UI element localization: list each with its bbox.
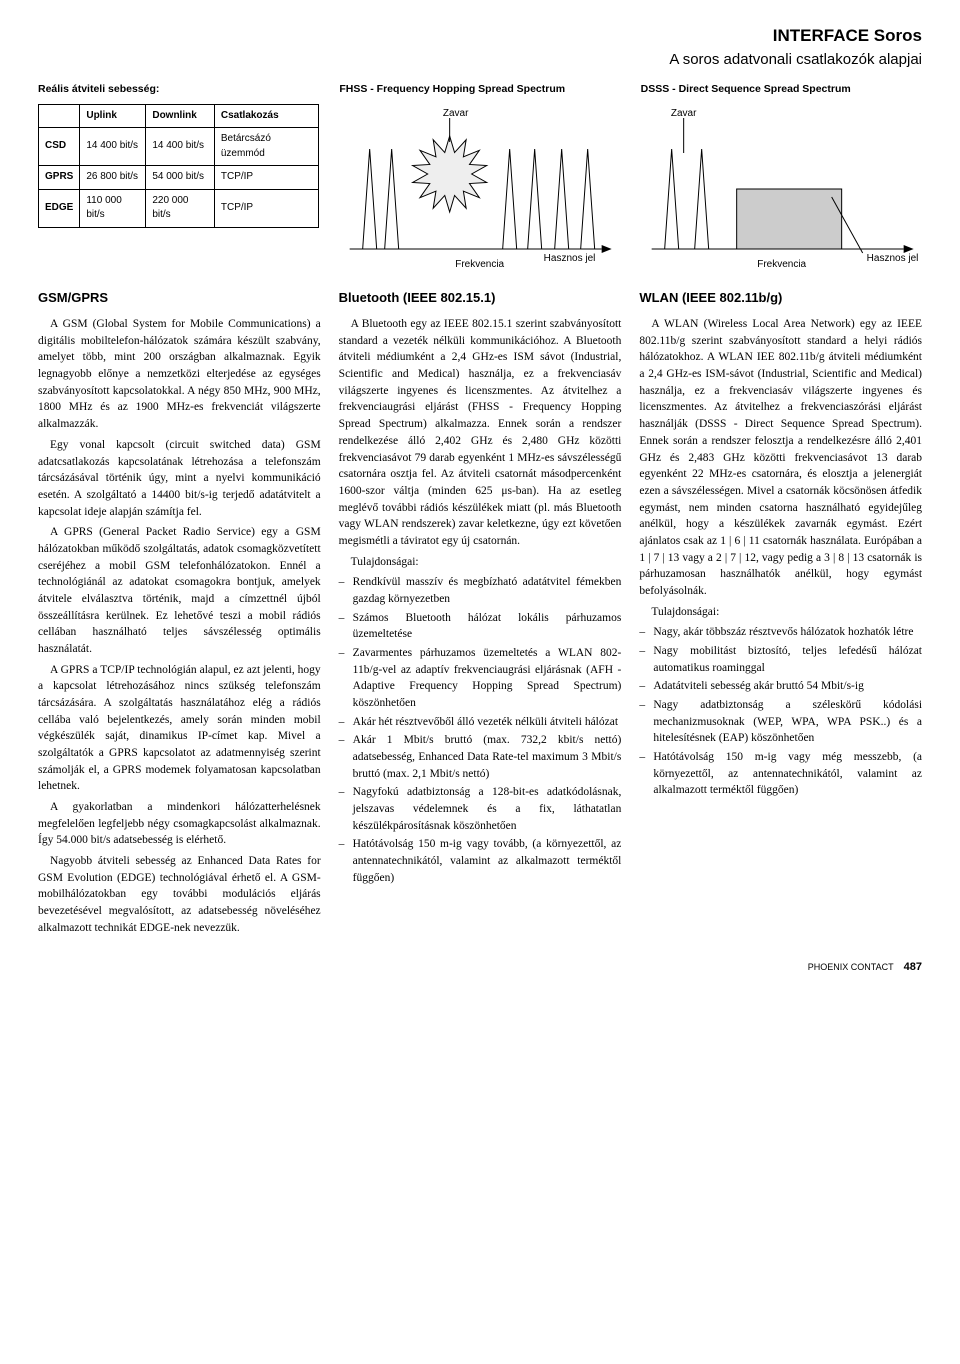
table-row: CSD14 400 bit/s14 400 bit/sBetárcsázó üz… [39, 128, 319, 166]
svg-text:Frekvencia: Frekvencia [456, 259, 505, 270]
table-cell: 14 400 bit/s [146, 128, 215, 166]
col-wlan: WLAN (IEEE 802.11b/g) A WLAN (Wireless L… [639, 289, 922, 940]
col3-title: WLAN (IEEE 802.11b/g) [639, 289, 922, 308]
right-caption: DSSS - Direct Sequence Spread Spectrum [641, 82, 922, 97]
col1-title: GSM/GPRS [38, 289, 321, 308]
table-cell: 220 000 bit/s [146, 189, 215, 227]
footer-page: 487 [904, 960, 922, 976]
svg-text:Hasznos jel: Hasznos jel [544, 253, 596, 264]
body-columns: GSM/GPRS A GSM (Global System for Mobile… [38, 289, 922, 940]
svg-text:Frekvencia: Frekvencia [757, 259, 806, 270]
top-col-right: DSSS - Direct Sequence Spread Spectrum Z… [641, 82, 922, 279]
list-item: Nagy, akár többszáz résztvevős hálózatok… [639, 624, 922, 641]
table-cell: GPRS [39, 166, 80, 190]
table-header-cell: Downlink [146, 104, 215, 128]
col1-p3: A GPRS (General Packet Radio Service) eg… [38, 524, 321, 657]
list-item: Nagyfokú adatbiztonság a 128-bit-es adat… [339, 784, 622, 834]
svg-text:Hasznos jel: Hasznos jel [866, 253, 918, 264]
table-row: GPRS26 800 bit/s54 000 bit/sTCP/IP [39, 166, 319, 190]
top-col-mid: FHSS - Frequency Hopping Spread Spectrum… [339, 82, 620, 279]
col2-list: Rendkívül masszív és megbízható adatátvi… [339, 574, 622, 886]
table-cell: CSD [39, 128, 80, 166]
header-line1: INTERFACE Soros [38, 24, 922, 49]
col2-title: Bluetooth (IEEE 802.15.1) [339, 289, 622, 308]
speed-table: UplinkDownlinkCsatlakozás CSD14 400 bit/… [38, 104, 319, 228]
footer: PHOENIX CONTACT 487 [38, 960, 922, 976]
left-caption: Reális átviteli sebesség: [38, 82, 319, 97]
list-item: Nagy mobilitást biztosító, teljes lefedé… [639, 643, 922, 676]
table-row: EDGE110 000 bit/s220 000 bit/sTCP/IP [39, 189, 319, 227]
table-cell: TCP/IP [214, 189, 318, 227]
table-cell: 54 000 bit/s [146, 166, 215, 190]
top-col-left: Reális átviteli sebesség: UplinkDownlink… [38, 82, 319, 279]
col1-p5: A gyakorlatban a mindenkori hálózatterhe… [38, 799, 321, 849]
list-item: Adatátviteli sebesség akár bruttó 54 Mbi… [639, 678, 922, 695]
col-gsm: GSM/GPRS A GSM (Global System for Mobile… [38, 289, 321, 940]
col1-p1: A GSM (Global System for Mobile Communic… [38, 316, 321, 433]
table-cell: 110 000 bit/s [80, 189, 146, 227]
table-cell: 26 800 bit/s [80, 166, 146, 190]
col1-p4: A GPRS a TCP/IP technológián alapul, ez … [38, 662, 321, 795]
header-block: INTERFACE Soros A soros adatvonali csatl… [38, 24, 922, 70]
col3-tlabel: Tulajdonságai: [639, 604, 922, 621]
col2-tlabel: Tulajdonságai: [339, 554, 622, 571]
col-bluetooth: Bluetooth (IEEE 802.15.1) A Bluetooth eg… [339, 289, 622, 940]
col3-list: Nagy, akár többszáz résztvevős hálózatok… [639, 624, 922, 799]
col1-p2: Egy vonal kapcsolt (circuit switched dat… [38, 437, 321, 520]
table-header-cell: Uplink [80, 104, 146, 128]
col1-p6: Nagyobb átviteli sebesség az Enhanced Da… [38, 853, 321, 936]
table-cell: EDGE [39, 189, 80, 227]
list-item: Hatótávolság 150 m-ig vagy tovább, (a kö… [339, 836, 622, 886]
dsss-diagram: Zavar Hasznos jel Frekvencia [641, 104, 922, 274]
list-item: Akár 1 Mbit/s bruttó (max. 732,2 kbit/s … [339, 732, 622, 782]
page: INTERFACE Soros A soros adatvonali csatl… [0, 0, 960, 994]
mid-caption: FHSS - Frequency Hopping Spread Spectrum [339, 82, 620, 97]
header-line2: A soros adatvonali csatlakozók alapjai [38, 49, 922, 71]
list-item: Hatótávolság 150 m-ig vagy még messzebb,… [639, 749, 922, 799]
col2-p1: A Bluetooth egy az IEEE 802.15.1 szerint… [339, 316, 622, 549]
svg-text:Zavar: Zavar [443, 108, 469, 119]
footer-brand: PHOENIX CONTACT [808, 961, 894, 974]
top-row: Reális átviteli sebesség: UplinkDownlink… [38, 82, 922, 279]
table-header-cell [39, 104, 80, 128]
table-cell: TCP/IP [214, 166, 318, 190]
list-item: Akár hét résztvevőből álló vezeték nélkü… [339, 714, 622, 731]
table-body: CSD14 400 bit/s14 400 bit/sBetárcsázó üz… [39, 128, 319, 228]
table-cell: 14 400 bit/s [80, 128, 146, 166]
table-header-row: UplinkDownlinkCsatlakozás [39, 104, 319, 128]
list-item: Számos Bluetooth hálózat lokális párhuza… [339, 610, 622, 643]
list-item: Zavarmentes párhuzamos üzemeltetés a WLA… [339, 645, 622, 712]
list-item: Nagy adatbiztonság a széleskörű kódolási… [639, 697, 922, 747]
table-header-cell: Csatlakozás [214, 104, 318, 128]
fhss-diagram: Zavar Hasznos jel Frekvencia [339, 104, 620, 274]
table-cell: Betárcsázó üzemmód [214, 128, 318, 166]
list-item: Rendkívül masszív és megbízható adatátvi… [339, 574, 622, 607]
svg-text:Zavar: Zavar [671, 108, 697, 119]
col3-p1: A WLAN (Wireless Local Area Network) egy… [639, 316, 922, 599]
